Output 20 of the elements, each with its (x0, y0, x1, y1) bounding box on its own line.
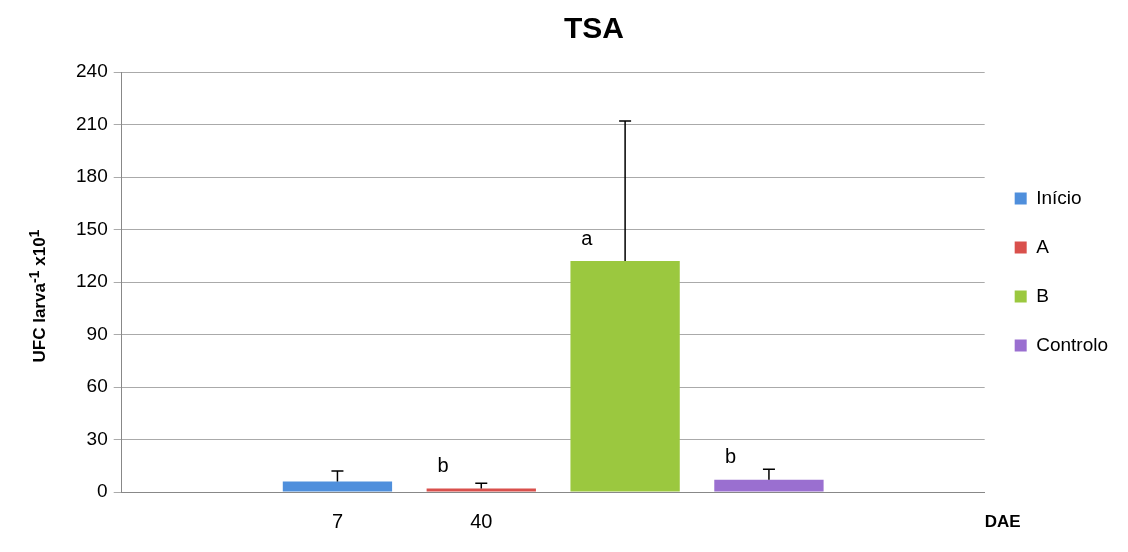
y-tick-label: 60 (86, 375, 108, 397)
data-label: b (725, 445, 737, 468)
legend-label: B (1036, 284, 1049, 306)
y-tick-label: 120 (76, 270, 108, 292)
y-tick-label: 240 (76, 60, 108, 82)
y-tick-label: 90 (86, 322, 108, 344)
y-tick-label: 30 (86, 427, 108, 449)
x-axis-title: DAE (984, 512, 1021, 532)
y-tick-label: 0 (97, 480, 108, 502)
y-tick-label: 180 (76, 165, 108, 187)
data-label: a (581, 226, 594, 249)
y-tick-label: 150 (76, 217, 108, 239)
legend-label: A (1036, 235, 1050, 257)
legend-label: Início (1036, 186, 1082, 208)
chart-title: TSA (564, 11, 624, 45)
x-tick-label: 7 (331, 509, 344, 532)
legend-label: Controlo (1036, 333, 1109, 355)
x-tick-label: 40 (470, 509, 493, 532)
data-label: b (437, 454, 449, 477)
y-tick-label: 210 (76, 112, 108, 134)
